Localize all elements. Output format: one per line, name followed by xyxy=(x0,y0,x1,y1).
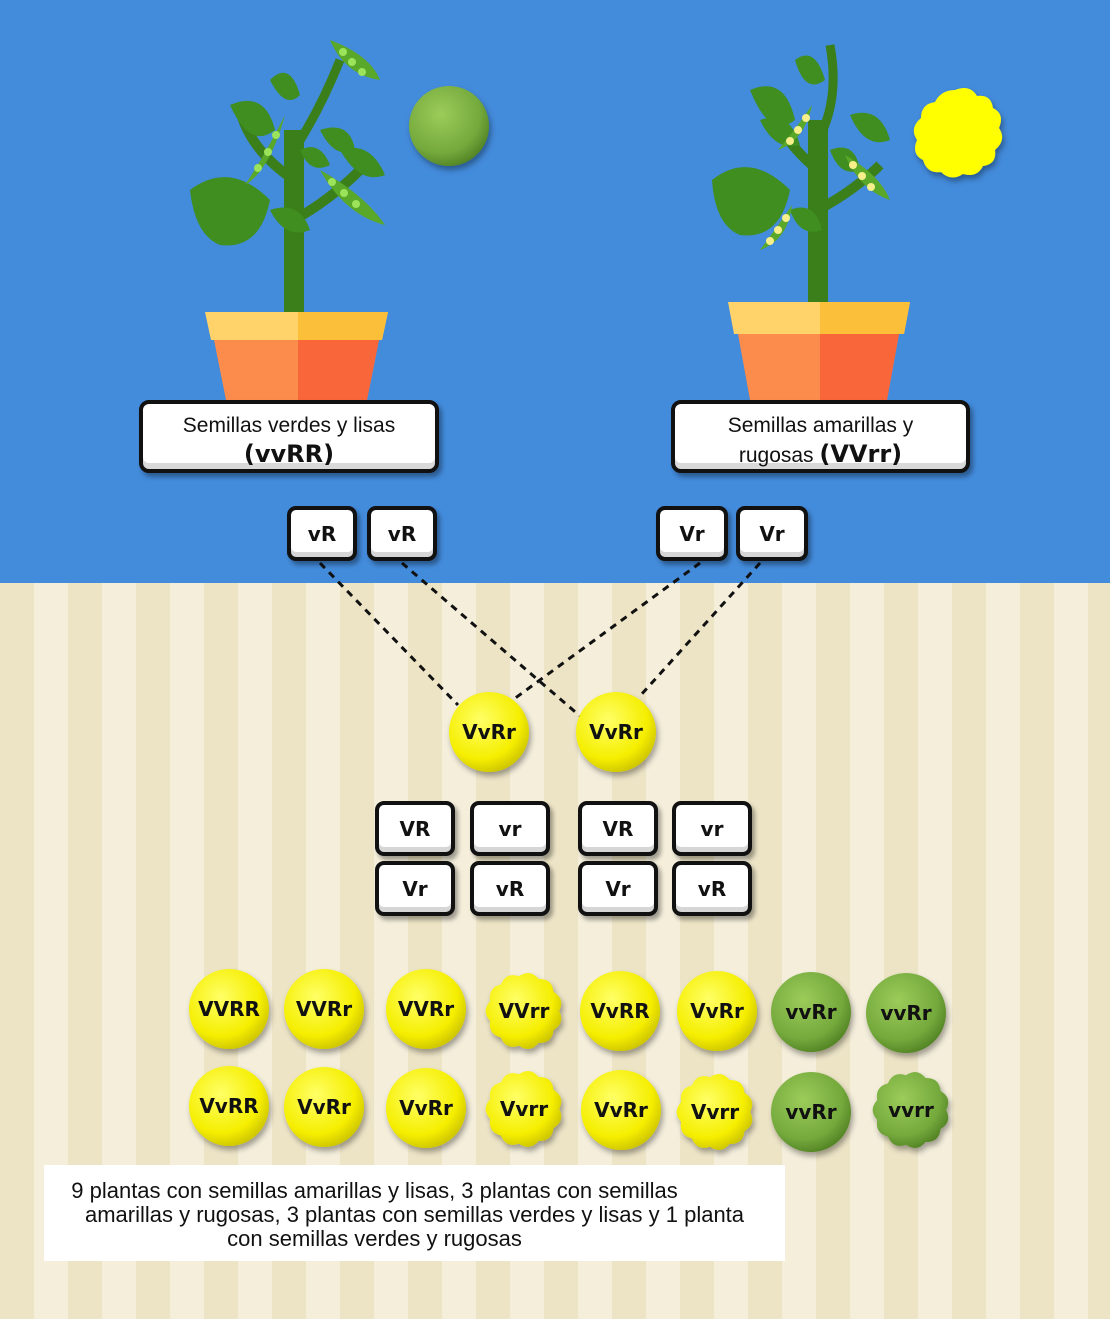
f2-seed-icon xyxy=(872,1071,949,1149)
right-gamete: Vr xyxy=(736,506,808,561)
f2-seed-label: vvRr xyxy=(880,1001,932,1025)
f1-seed-icon xyxy=(449,692,529,772)
right-parent-label: Semillas amarillas y rugosas (VVrr) xyxy=(671,400,970,473)
f2-seed-icon xyxy=(771,972,851,1052)
f1-gamete: Vr xyxy=(578,861,658,916)
f2-seed-icon xyxy=(284,969,364,1049)
f2-seed-icon xyxy=(485,1070,562,1148)
summary-box: 9 plantas con semillas amarillas y lisas… xyxy=(44,1165,785,1261)
f1-gamete: vr xyxy=(672,801,752,856)
f1-seed-label: VvRr xyxy=(462,720,516,744)
f2-seed-label: VvRR xyxy=(199,1094,259,1118)
f2-seed-label: VvRr xyxy=(690,999,744,1023)
f2-seed-icon xyxy=(189,969,269,1049)
right-parent-label-prefix: rugosas xyxy=(738,444,820,467)
right-gamete: Vr xyxy=(656,506,728,561)
cross-lines xyxy=(318,561,762,718)
left-parent-label: Semillas verdes y lisas (vvRR) xyxy=(139,400,439,473)
f2-seed-icon xyxy=(771,1072,851,1152)
f1-gamete: vr xyxy=(470,801,550,856)
left-pot-icon xyxy=(205,312,388,405)
f2-seed-label: vvRr xyxy=(785,1100,837,1124)
f2-seed-label: Vvrr xyxy=(690,1100,740,1124)
f2-seed-label: VVRr xyxy=(397,997,455,1021)
right-pot-icon xyxy=(728,302,910,400)
f2-seed-icon xyxy=(386,1068,466,1148)
left-gamete: vR xyxy=(367,506,437,561)
sky-background xyxy=(0,0,1110,583)
f2-seed-icon xyxy=(581,1070,661,1150)
f2-seed-icon xyxy=(189,1066,269,1146)
f2-seed-label: VVrr xyxy=(498,999,550,1023)
right-plant-icon xyxy=(712,44,890,305)
f1-seed-icon xyxy=(576,692,656,772)
f2-seed-icon xyxy=(866,973,946,1053)
f2-seed-label: VvRR xyxy=(590,999,650,1023)
f1-seeds xyxy=(449,692,656,772)
left-gamete: vR xyxy=(287,506,357,561)
f2-seeds xyxy=(189,969,949,1152)
f2-seed-icon xyxy=(386,969,466,1049)
f1-gamete: vR xyxy=(672,861,752,916)
f2-seed-label: Vvrr xyxy=(499,1097,549,1121)
f2-seed-icon xyxy=(677,971,757,1051)
green-smooth-seed-icon xyxy=(409,86,489,166)
left-parent-label-line1: Semillas verdes y lisas xyxy=(182,414,396,437)
f2-seed-label: vvRr xyxy=(785,1000,837,1024)
f2-seed-label: VVRR xyxy=(198,997,260,1021)
right-parent-genotype: (VVrr) xyxy=(819,440,903,468)
f1-gamete: Vr xyxy=(375,861,455,916)
yellow-wrinkled-seed-icon xyxy=(913,88,1003,178)
left-parent-genotype: (vvRR) xyxy=(243,440,335,468)
f2-seed-label: VvRr xyxy=(594,1098,648,1122)
f2-seed-icon xyxy=(580,971,660,1051)
f1-gamete: vR xyxy=(470,861,550,916)
f1-gamete: VR xyxy=(375,801,455,856)
summary-line2: amarillas y rugosas, 3 plantas con semil… xyxy=(84,1202,745,1227)
f2-seed-label: VvRr xyxy=(399,1096,453,1120)
summary-line1: 9 plantas con semillas amarillas y lisas… xyxy=(71,1178,678,1203)
f2-seed-label: vvrr xyxy=(888,1098,934,1122)
f2-seed-label: VVRr xyxy=(295,997,353,1021)
f2-seed-icon xyxy=(485,972,562,1050)
right-parent-label-line1: Semillas amarillas y xyxy=(727,414,914,437)
f1-gamete: VR xyxy=(578,801,658,856)
f2-seed-label: VvRr xyxy=(297,1095,351,1119)
f2-seed-icon xyxy=(284,1067,364,1147)
left-plant-icon xyxy=(190,40,385,320)
summary-line3: con semillas verdes y rugosas xyxy=(227,1226,522,1251)
f2-seed-icon xyxy=(676,1073,753,1151)
f1-seed-label: VvRr xyxy=(589,720,643,744)
